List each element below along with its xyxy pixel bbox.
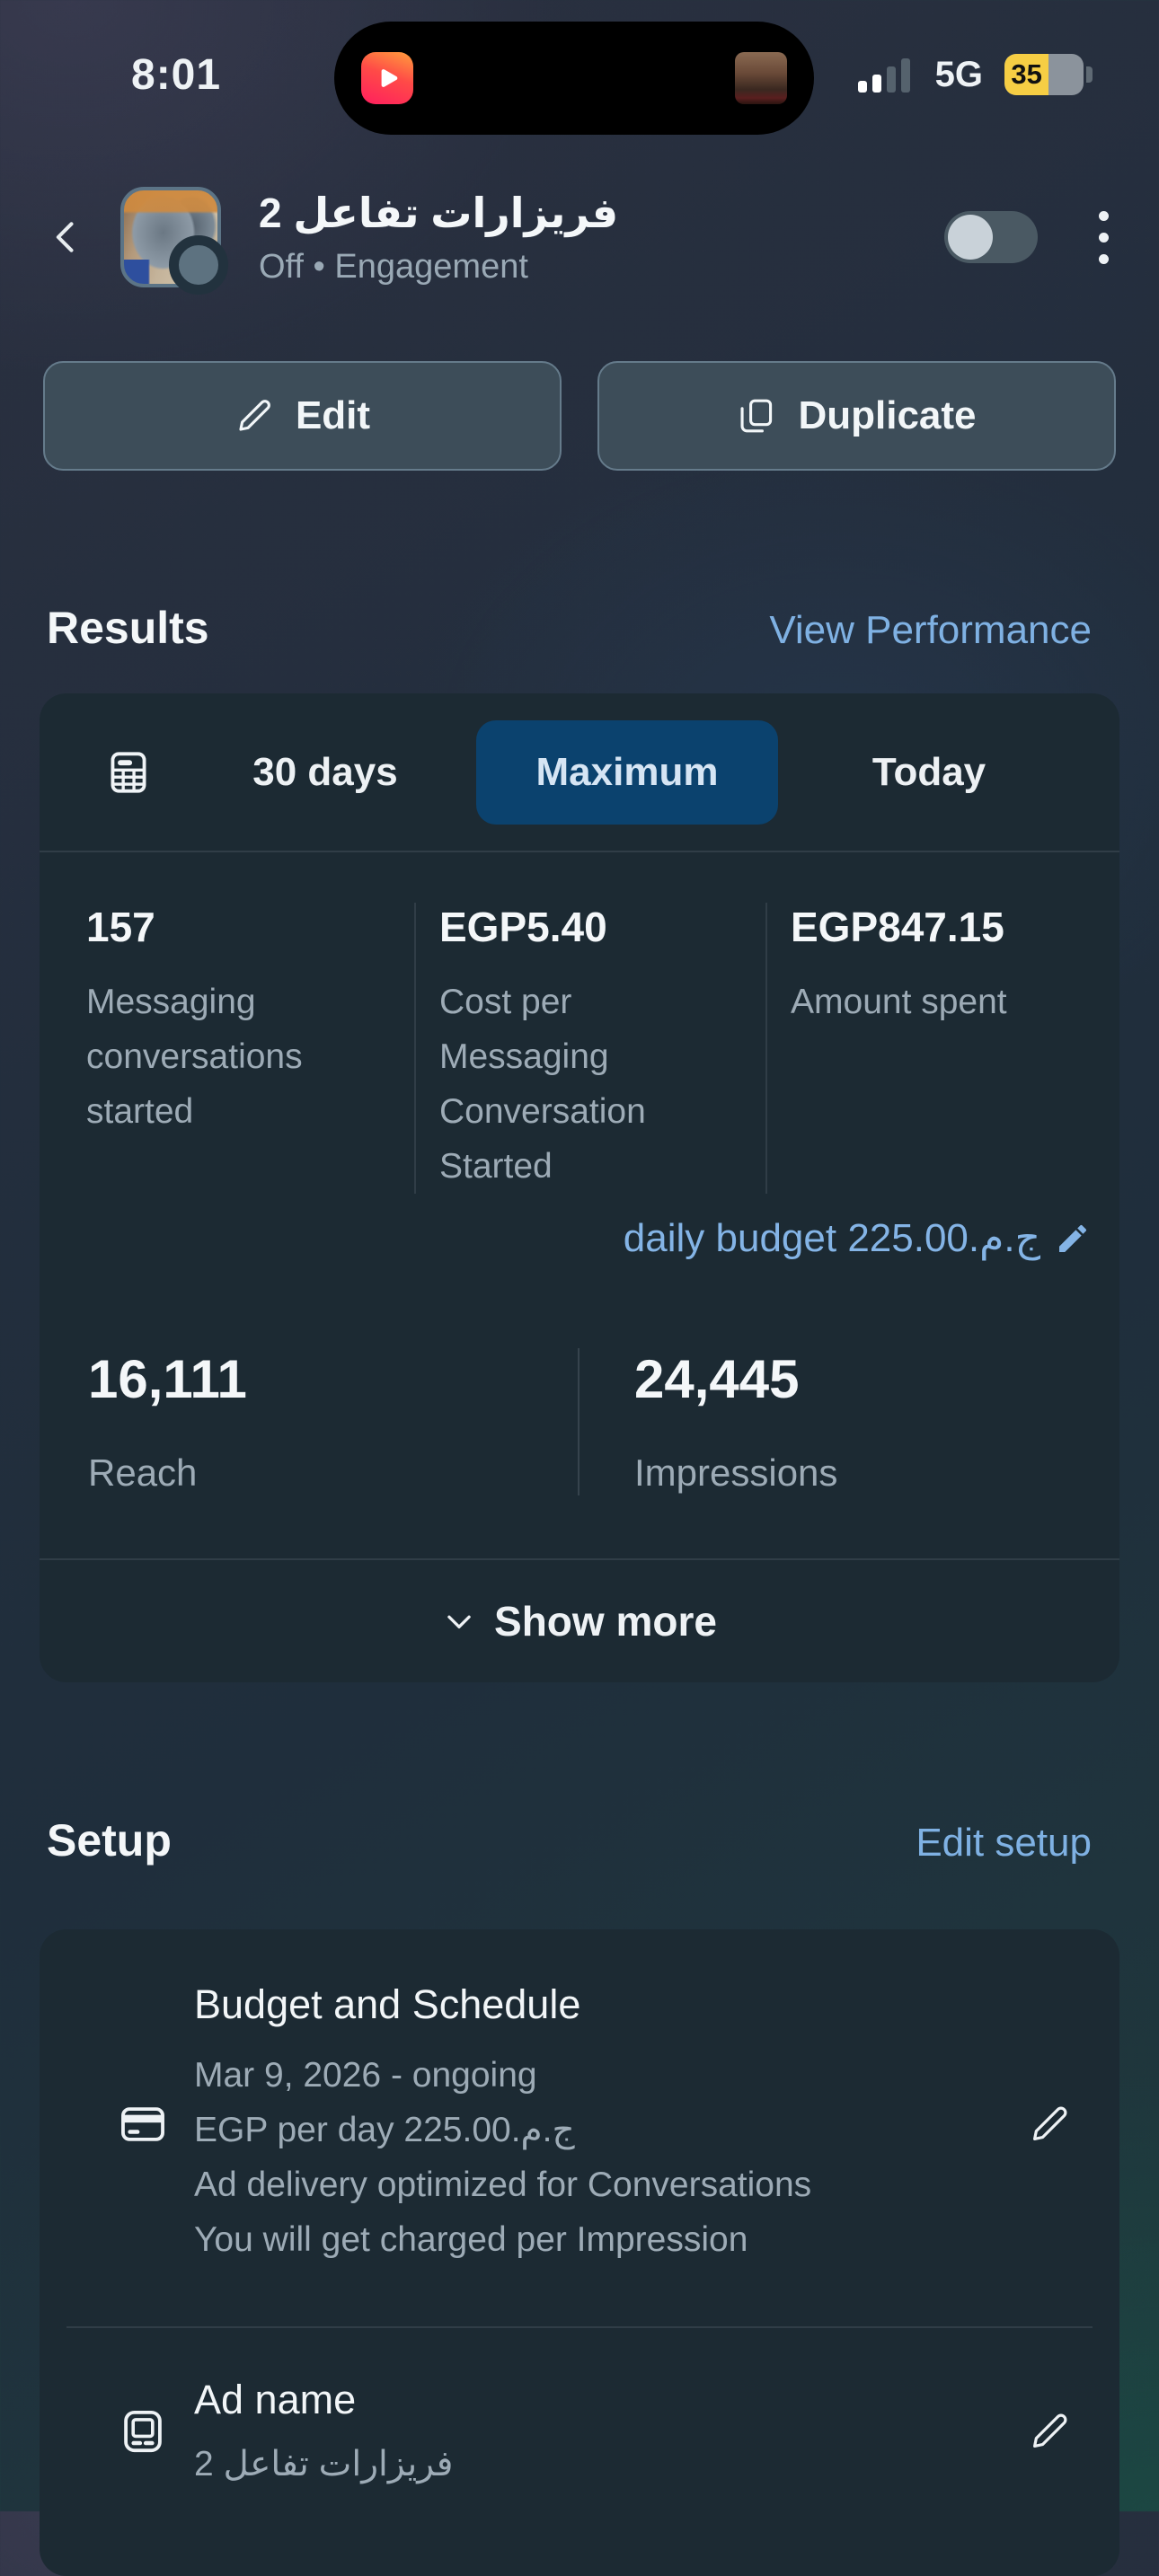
- tab-today[interactable]: Today: [871, 749, 986, 794]
- status-indicators: 5G 35: [856, 54, 1093, 95]
- album-art: [735, 52, 787, 104]
- ad-frame-icon: [119, 2407, 167, 2456]
- battery-icon: 35: [1004, 54, 1093, 95]
- stat-value: 157: [86, 904, 155, 950]
- duplicate-button-label: Duplicate: [798, 393, 977, 437]
- toggle-knob: [948, 215, 993, 260]
- calendar-grid-icon[interactable]: [104, 748, 153, 797]
- status-badge: [169, 235, 228, 295]
- stat-impressions: 24,445 Impressions: [578, 1348, 1080, 1495]
- ad-name-row: Ad name فريزارات تفاعل 2: [40, 2328, 1119, 2486]
- tab-30-days[interactable]: 30 days: [252, 749, 398, 794]
- dynamic-island: [334, 22, 814, 135]
- network-type: 5G: [934, 54, 983, 94]
- budget-schedule-title: Budget and Schedule: [194, 1981, 581, 2027]
- campaign-status: Off • Engagement: [259, 247, 528, 286]
- media-play-icon: [361, 52, 413, 104]
- divider: [66, 2326, 1093, 2328]
- duplicate-button[interactable]: Duplicate: [597, 361, 1116, 471]
- battery-percent: 35: [1011, 58, 1042, 90]
- chevron-down-icon: [442, 1604, 476, 1638]
- daily-budget-text: daily budget 225.00.ج.م: [623, 1216, 1040, 1260]
- schedule-dates: Mar 9, 2026 - ongoing: [194, 2056, 537, 2095]
- edit-setup-link[interactable]: Edit setup: [916, 1821, 1092, 1865]
- stat-label: Amount spent: [791, 983, 1007, 1021]
- primary-stats: 157 Messaging conversations started EGP5…: [40, 852, 1119, 1194]
- date-range-control: 30 days Maximum Today: [40, 693, 1119, 851]
- stat-label: Impressions: [634, 1451, 838, 1494]
- duplicate-icon: [737, 396, 776, 436]
- stat-cost-per-conversation: EGP5.40 Cost per Messaging Conversation …: [414, 903, 765, 1194]
- stat-value: 24,445: [634, 1349, 800, 1409]
- page-title: فريزارات تفاعل 2: [259, 189, 619, 236]
- edit-budget-button[interactable]: [1028, 2103, 1071, 2146]
- setup-heading: Setup: [47, 1815, 172, 1866]
- stat-label: Cost per Messaging Conversation Started: [439, 983, 646, 1186]
- daily-budget-link[interactable]: daily budget 225.00.ج.م: [40, 1215, 1091, 1262]
- chevron-left-icon: [56, 222, 74, 252]
- secondary-stats: 16,111 Reach 24,445 Impressions: [40, 1348, 1119, 1495]
- edit-ad-name-button[interactable]: [1028, 2410, 1071, 2453]
- setup-card: Budget and Schedule Mar 9, 2026 - ongoin…: [40, 1929, 1119, 2576]
- delivery-optimization: Ad delivery optimized for Conversations: [194, 2166, 812, 2204]
- results-heading: Results: [47, 603, 209, 653]
- stat-value: EGP847.15: [791, 904, 1004, 950]
- edit-button-label: Edit: [295, 393, 371, 437]
- ad-name-value: فريزارات تفاعل 2: [194, 2445, 454, 2483]
- charge-type: You will get charged per Impression: [194, 2220, 748, 2259]
- stat-messaging-conversations: 157 Messaging conversations started: [86, 903, 414, 1194]
- pencil-icon: [234, 396, 274, 436]
- show-more-button[interactable]: Show more: [40, 1560, 1119, 1682]
- stat-value: 16,111: [88, 1349, 247, 1409]
- budget-per-day: EGP per day 225.00.ج.م: [194, 2111, 575, 2149]
- ad-name-title: Ad name: [194, 2377, 357, 2422]
- stat-label: Messaging conversations started: [86, 983, 303, 1131]
- signal-icon: [857, 58, 910, 93]
- edit-button[interactable]: Edit: [43, 361, 562, 471]
- action-buttons: Edit Duplicate: [0, 361, 1159, 471]
- stat-value: EGP5.40: [439, 904, 607, 950]
- divider: [40, 851, 1119, 852]
- budget-schedule-row: Budget and Schedule Mar 9, 2026 - ongoin…: [40, 1929, 1119, 2267]
- campaign-header: فريزارات تفاعل 2 Off • Engagement: [0, 183, 1159, 295]
- campaign-avatar: [120, 187, 228, 295]
- tab-maximum[interactable]: Maximum: [476, 719, 778, 825]
- credit-card-icon: [119, 2100, 167, 2148]
- show-more-label: Show more: [494, 1598, 717, 1645]
- stat-amount-spent: EGP847.15 Amount spent: [765, 903, 1080, 1194]
- more-options-button[interactable]: [1095, 207, 1112, 268]
- view-performance-link[interactable]: View Performance: [769, 608, 1092, 652]
- results-card: 30 days Maximum Today 157 Messaging conv…: [40, 693, 1119, 1682]
- status-bar: 8:01 5G 35: [0, 0, 1159, 135]
- stat-label: Reach: [88, 1451, 198, 1494]
- stat-reach: 16,111 Reach: [88, 1348, 578, 1495]
- divider: [40, 1558, 1119, 1560]
- campaign-toggle[interactable]: [944, 211, 1038, 263]
- clock: 8:01: [131, 51, 222, 99]
- pencil-filled-icon: [1055, 1221, 1091, 1257]
- back-button[interactable]: [47, 208, 86, 266]
